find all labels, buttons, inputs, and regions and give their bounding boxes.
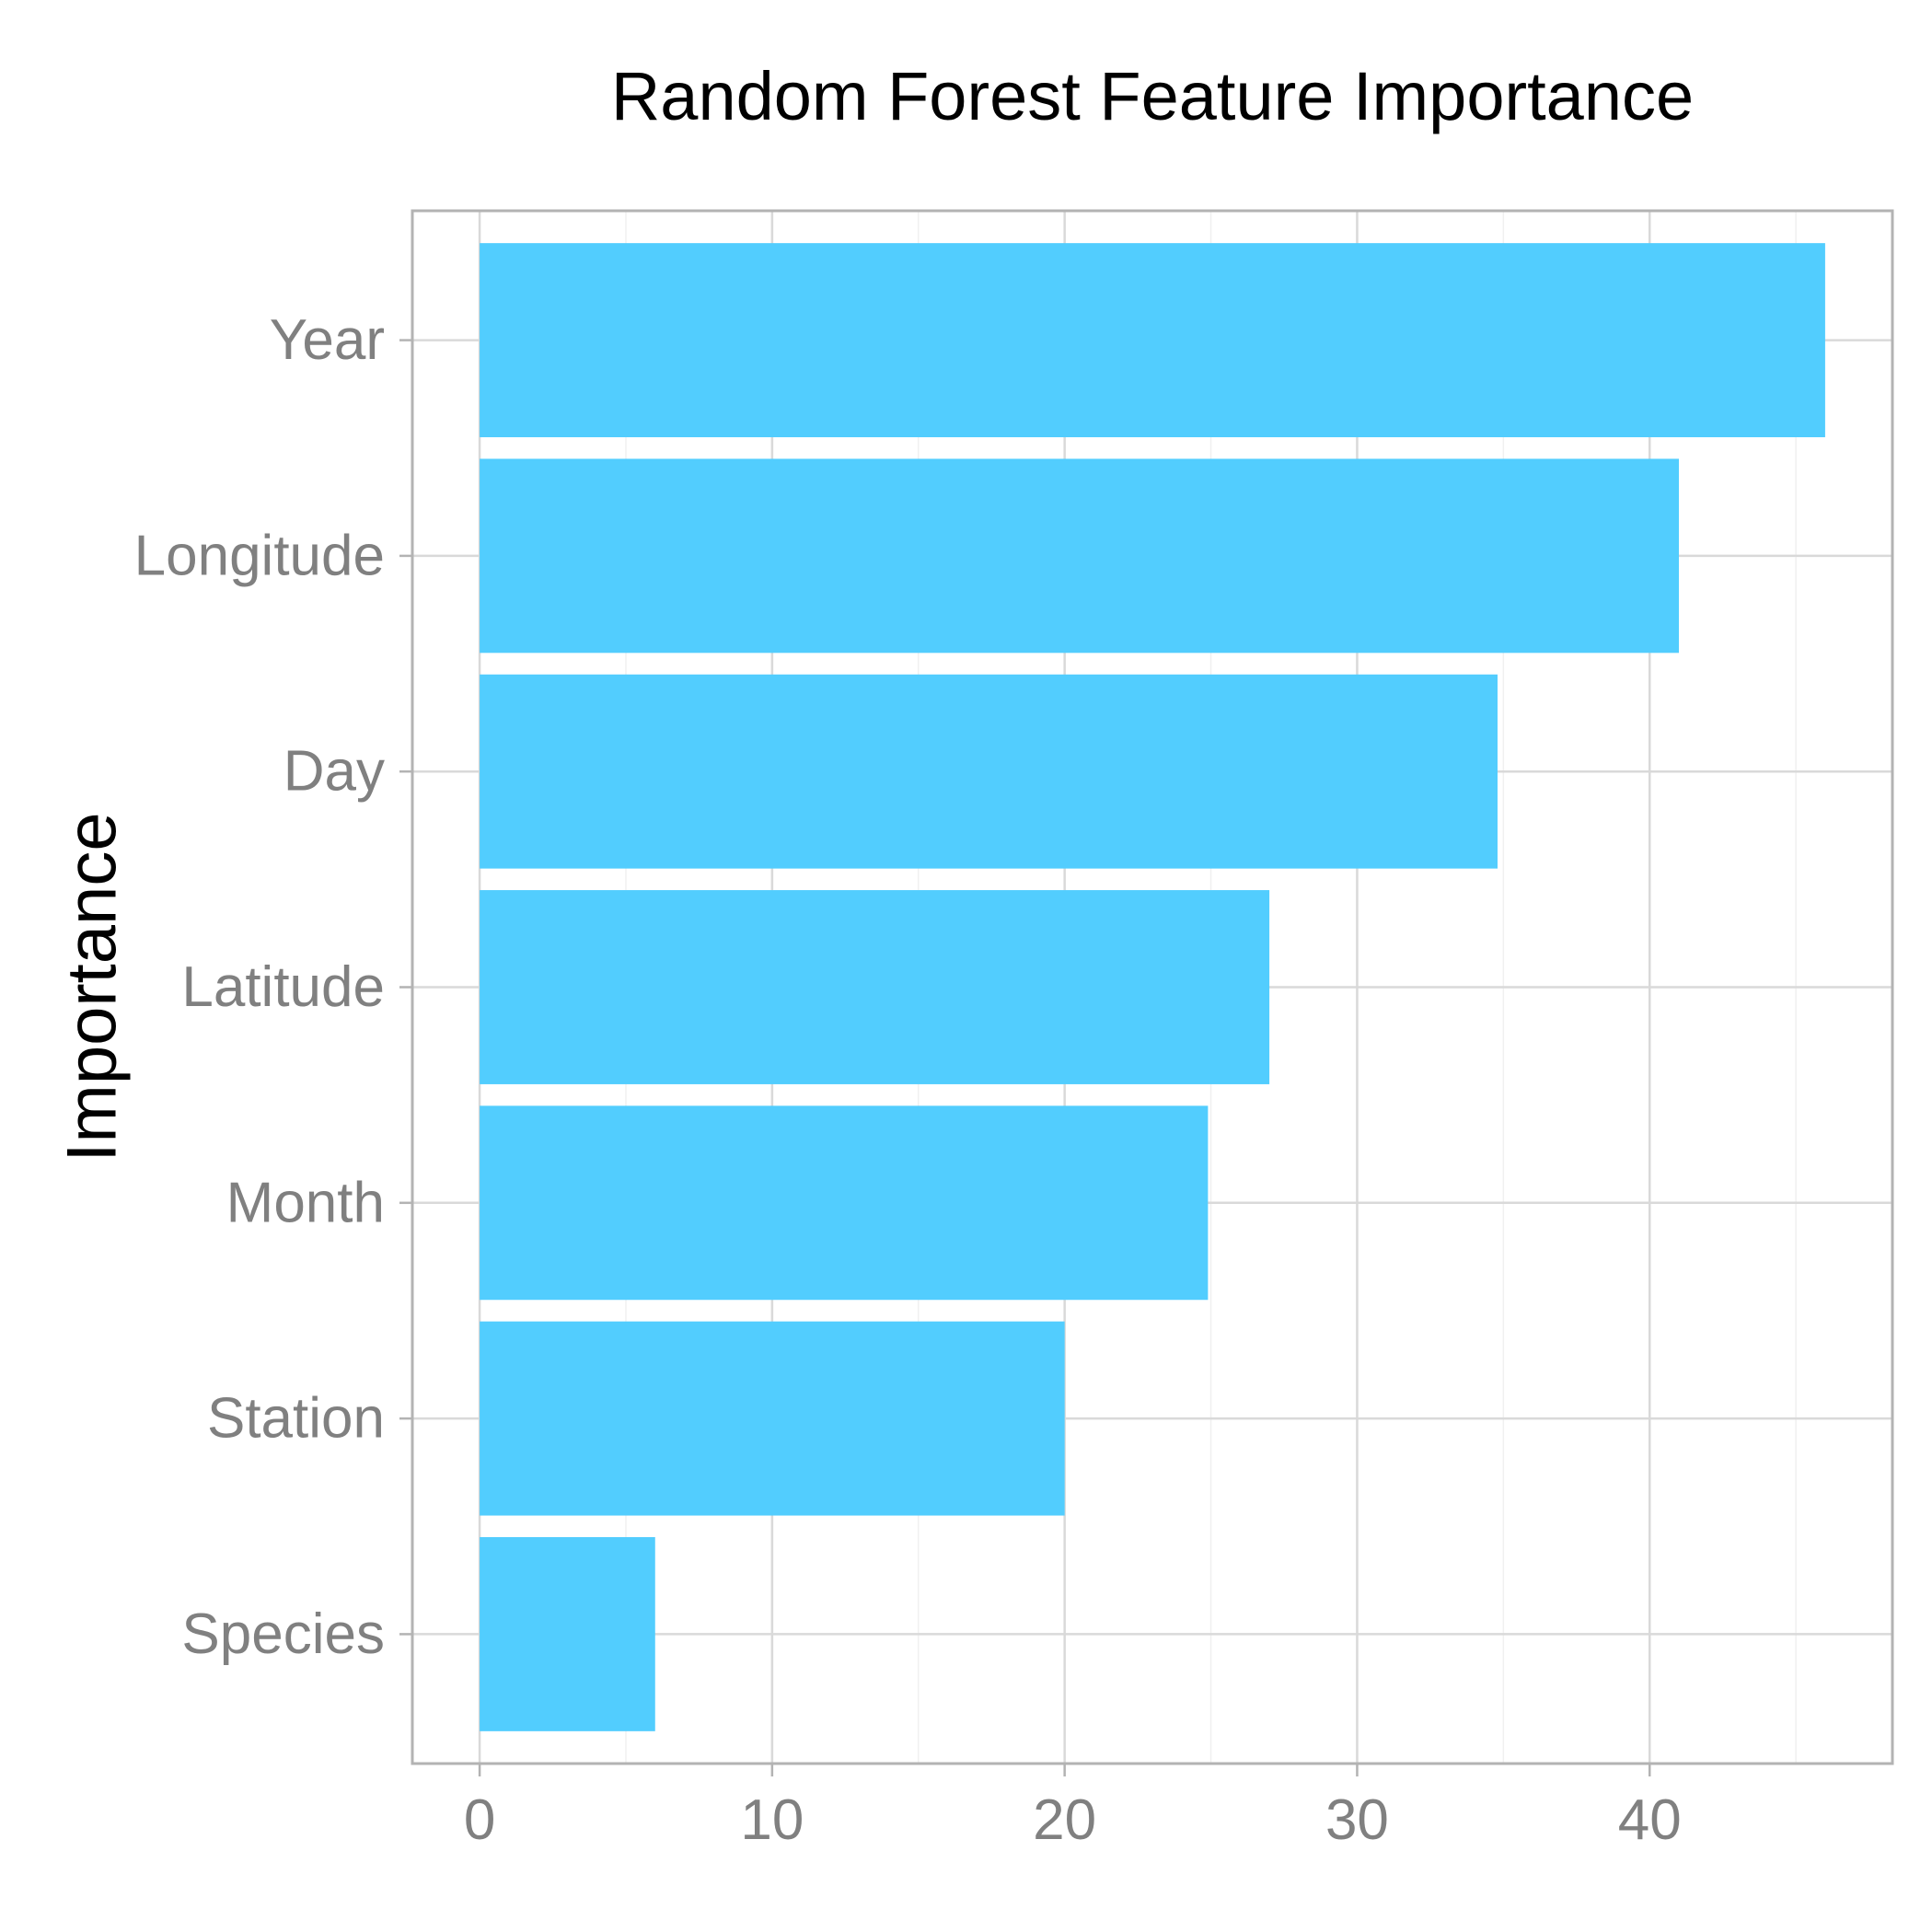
y-tick-label: Month: [226, 1171, 385, 1234]
x-tick-label: 20: [1033, 1788, 1096, 1852]
y-tick-label: Year: [270, 308, 385, 372]
bar-month: [480, 1105, 1209, 1301]
x-tick-label: 40: [1618, 1788, 1682, 1852]
tick-layer: Year Longitude Day Latitude Month Station Spec…: [134, 308, 1682, 1852]
bar-latitude: [480, 890, 1270, 1084]
y-tick-label: Day: [283, 740, 385, 804]
y-tick-label: Latitude: [181, 955, 385, 1019]
y-axis-title: Importance: [53, 812, 132, 1162]
bar-day: [480, 674, 1498, 869]
y-tick-label: Station: [207, 1387, 385, 1451]
x-tick-label: 0: [464, 1788, 495, 1852]
bar-longitude: [480, 458, 1680, 654]
x-tick-label: 30: [1325, 1788, 1389, 1852]
chart-title: Random Forest Feature Importance: [611, 58, 1694, 134]
y-tick-label: Species: [181, 1602, 385, 1666]
x-tick-label: 10: [740, 1788, 804, 1852]
y-tick-label: Longitude: [134, 524, 385, 587]
bar-layer: [480, 243, 1825, 1731]
bar-species: [480, 1536, 655, 1731]
bar-year: [480, 243, 1825, 438]
bar-station: [480, 1321, 1065, 1516]
